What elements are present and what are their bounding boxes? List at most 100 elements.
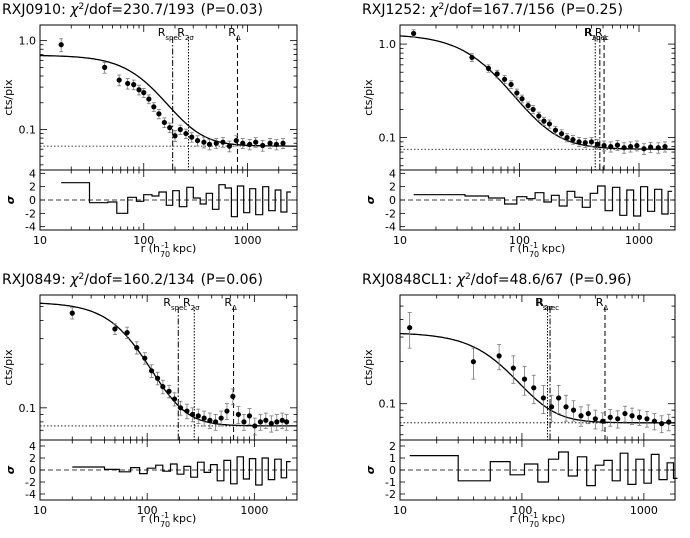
x-tick-label: 1000 xyxy=(240,504,268,517)
data-point xyxy=(608,144,614,150)
chart-title: RXJ0910: χ2/dof=230.7/193 (P=0.03) xyxy=(2,2,263,18)
x-label-main: r (h xyxy=(510,242,529,255)
main-plot-frame xyxy=(39,294,298,441)
cluster-name: RXJ1252: xyxy=(362,2,430,18)
data-point xyxy=(189,411,196,418)
marker-label: R2σ xyxy=(536,296,553,312)
data-point xyxy=(177,405,184,411)
data-point xyxy=(167,125,173,131)
marker-label-main: R xyxy=(224,296,232,309)
x-tick-label: 1000 xyxy=(233,234,261,247)
data-point xyxy=(171,396,178,402)
data-point xyxy=(496,353,502,359)
data-point xyxy=(172,133,178,139)
data-point xyxy=(614,142,621,148)
data-point xyxy=(570,407,577,413)
x-label-sub: 70 xyxy=(160,250,170,259)
resid-tick-label: -1 xyxy=(385,476,396,489)
resid-tick-label: 2 xyxy=(29,181,36,194)
data-point xyxy=(548,404,555,410)
data-point xyxy=(69,310,75,316)
data-point xyxy=(247,141,253,147)
x-tick-label: 10 xyxy=(33,234,47,247)
marker-label-sub: spec xyxy=(165,34,181,42)
chi-symbol: χ xyxy=(456,272,466,288)
marker-label: R2σ xyxy=(183,296,200,312)
data-point xyxy=(154,375,161,381)
data-point xyxy=(636,414,643,420)
x-label-tail: kpc) xyxy=(538,242,565,255)
x-label-sub: 70 xyxy=(529,250,539,259)
resid-tick-label: -2 xyxy=(385,488,396,501)
resid-tick-label: -4 xyxy=(25,488,36,501)
model-curve xyxy=(399,35,675,150)
x-tick-label: 1000 xyxy=(630,504,658,517)
data-point xyxy=(666,419,672,425)
x-tick-label: 100 xyxy=(509,234,530,247)
data-point xyxy=(510,365,516,371)
data-point xyxy=(125,80,131,87)
x-label-main: r (h xyxy=(510,512,529,525)
data-point xyxy=(195,413,201,419)
x-tick-label: 100 xyxy=(511,504,532,517)
marker-label-main: R xyxy=(163,296,171,309)
data-point xyxy=(241,419,247,425)
marker-label: RΔ xyxy=(595,26,608,42)
data-point xyxy=(201,415,207,421)
resid-tick-label: -2 xyxy=(25,476,36,489)
resid-tick-label: 0 xyxy=(389,464,396,477)
y-tick-label: 0.1 xyxy=(379,398,397,411)
data-point xyxy=(588,139,595,145)
resid-tick-label: -2 xyxy=(25,207,36,220)
data-point xyxy=(644,416,650,422)
data-point xyxy=(149,368,155,374)
x-label-main: r (h xyxy=(141,512,160,525)
resid-tick-label: 4 xyxy=(389,167,396,180)
x-label-main: r (h xyxy=(141,242,160,255)
x-axis-label: r (h70-1 kpc) xyxy=(510,241,566,259)
residual-steps xyxy=(413,185,673,217)
data-point xyxy=(102,64,108,70)
marker-label-main: R xyxy=(158,26,166,39)
data-point xyxy=(136,87,142,93)
data-point xyxy=(494,71,500,77)
data-point xyxy=(160,384,166,390)
marker-label: RΔ xyxy=(224,296,237,312)
data-point xyxy=(411,30,417,37)
residual-axis-label: σ xyxy=(364,195,377,204)
resid-tick-label: 2 xyxy=(389,440,396,453)
x-tick-label: 1000 xyxy=(625,234,653,247)
data-point xyxy=(207,417,213,423)
data-point xyxy=(627,144,634,150)
data-point xyxy=(260,142,266,149)
marker-label-sub: spec xyxy=(171,304,187,312)
data-point xyxy=(556,395,562,401)
data-point xyxy=(576,139,582,145)
x-tick-label: 10 xyxy=(33,504,47,517)
data-point xyxy=(146,96,152,102)
data-point xyxy=(531,385,537,391)
x-label-sup: -1 xyxy=(161,241,169,250)
marker-label-sub: spec xyxy=(543,304,559,312)
chart-title: RXJ0848CL1: χ2/dof=48.6/67 (P=0.96) xyxy=(362,272,632,288)
data-point xyxy=(257,419,264,425)
p-value: (P=0.06) xyxy=(201,272,263,288)
data-point xyxy=(184,408,190,414)
data-point xyxy=(141,90,147,96)
marker-label-main: R xyxy=(535,296,543,309)
data-point xyxy=(268,420,274,427)
data-point xyxy=(58,42,64,48)
panel-rxj0849: RXJ0849: χ2/dof=160.2/134 (P=0.06)10 100 10… xyxy=(2,272,298,529)
data-point xyxy=(273,141,280,147)
data-point xyxy=(540,395,547,401)
marker-label-main: R xyxy=(536,296,544,309)
data-point xyxy=(622,410,628,417)
marker-label: RΔ xyxy=(596,296,609,312)
data-point xyxy=(218,415,224,421)
marker-label-main: R xyxy=(595,26,603,39)
data-point xyxy=(521,376,528,382)
x-tick-label: 100 xyxy=(133,234,154,247)
data-point xyxy=(485,65,492,71)
panel-rxj0848cl1: RXJ0848CL1: χ2/dof=48.6/67 (P=0.96)10 100 1… xyxy=(362,272,678,529)
x-label-sup: -1 xyxy=(530,511,538,520)
